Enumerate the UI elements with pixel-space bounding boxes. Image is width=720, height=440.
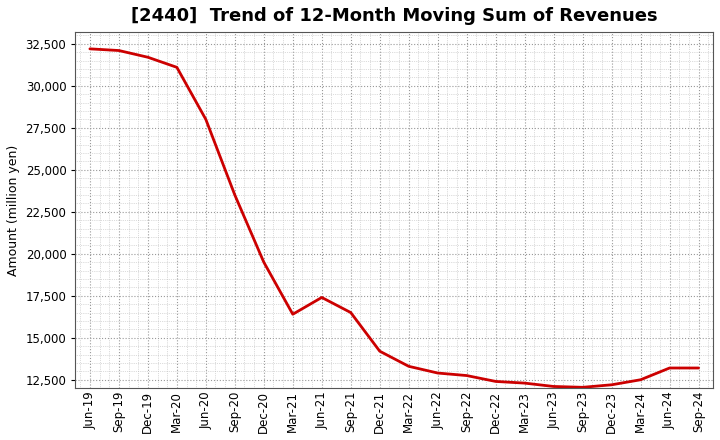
Y-axis label: Amount (million yen): Amount (million yen) <box>7 144 20 276</box>
Title: [2440]  Trend of 12-Month Moving Sum of Revenues: [2440] Trend of 12-Month Moving Sum of R… <box>131 7 657 25</box>
